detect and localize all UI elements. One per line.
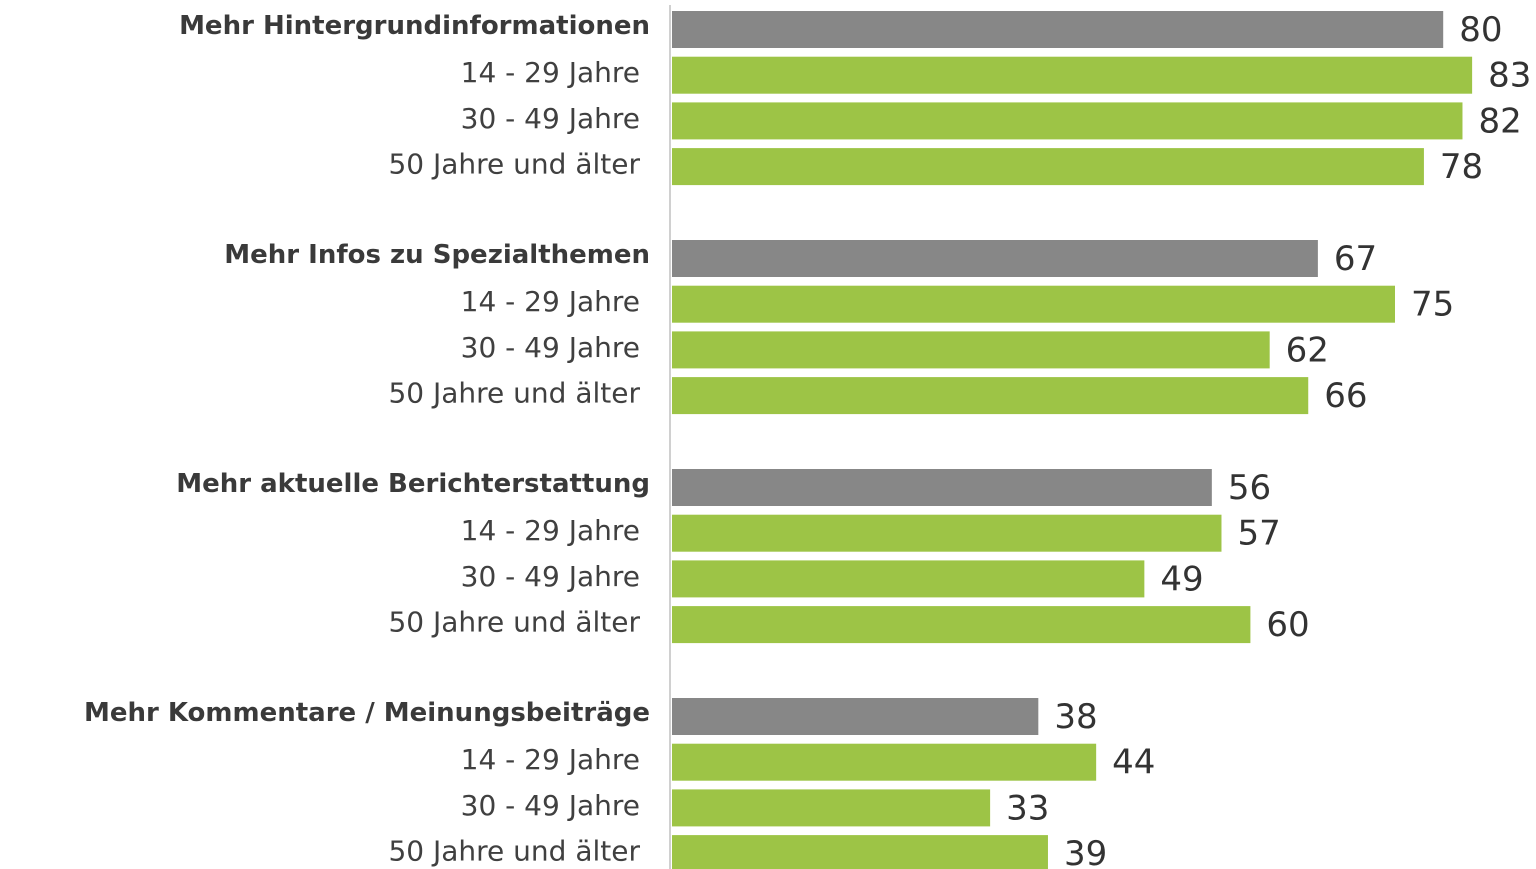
category-label: 30 - 49 Jahre	[461, 102, 640, 135]
bar	[672, 11, 1444, 48]
group-label: Mehr Kommentare / Meinungsbeiträge	[84, 698, 650, 728]
bar	[672, 377, 1309, 415]
group-label: Mehr aktuelle Berichterstattung	[176, 469, 650, 499]
category-label: 14 - 29 Jahre	[461, 56, 640, 89]
value-label: 49	[1160, 559, 1203, 599]
category-label: 14 - 29 Jahre	[461, 743, 640, 776]
bar	[672, 331, 1270, 369]
bar	[672, 285, 1395, 323]
bar	[672, 469, 1212, 506]
value-label: 62	[1286, 330, 1329, 370]
value-label: 60	[1266, 605, 1309, 645]
category-label: 30 - 49 Jahre	[461, 789, 640, 822]
category-label: 50 Jahre und älter	[388, 377, 640, 410]
value-label: 66	[1324, 376, 1367, 416]
value-label: 38	[1054, 697, 1097, 737]
value-label: 75	[1411, 285, 1454, 325]
category-label: 30 - 49 Jahre	[461, 560, 640, 593]
bar	[672, 240, 1318, 277]
category-label: 30 - 49 Jahre	[461, 331, 640, 364]
bar	[672, 835, 1048, 869]
group-label: Mehr Infos zu Spezialthemen	[224, 240, 650, 270]
value-label: 39	[1064, 834, 1107, 869]
category-label: 14 - 29 Jahre	[461, 285, 640, 318]
category-label: 14 - 29 Jahre	[461, 514, 640, 547]
group-label: Mehr Hintergrundinformationen	[179, 11, 650, 41]
value-label: 78	[1440, 147, 1483, 187]
value-label: 44	[1112, 743, 1155, 783]
value-label: 83	[1488, 56, 1531, 96]
bar	[672, 102, 1463, 140]
value-label: 56	[1228, 468, 1271, 508]
value-label: 57	[1237, 514, 1280, 554]
category-label: 50 Jahre und älter	[388, 835, 640, 868]
bar	[672, 560, 1145, 598]
category-label: 50 Jahre und älter	[388, 606, 640, 639]
value-label: 33	[1006, 788, 1049, 828]
bar	[672, 789, 991, 827]
bar	[672, 514, 1222, 552]
bar	[672, 148, 1424, 186]
value-label: 67	[1334, 239, 1377, 279]
value-label: 82	[1478, 101, 1521, 141]
bar	[672, 56, 1473, 94]
bar	[672, 743, 1097, 781]
bar	[672, 698, 1039, 735]
category-label: 50 Jahre und älter	[388, 148, 640, 181]
value-label: 80	[1459, 10, 1502, 50]
bar	[672, 606, 1251, 644]
